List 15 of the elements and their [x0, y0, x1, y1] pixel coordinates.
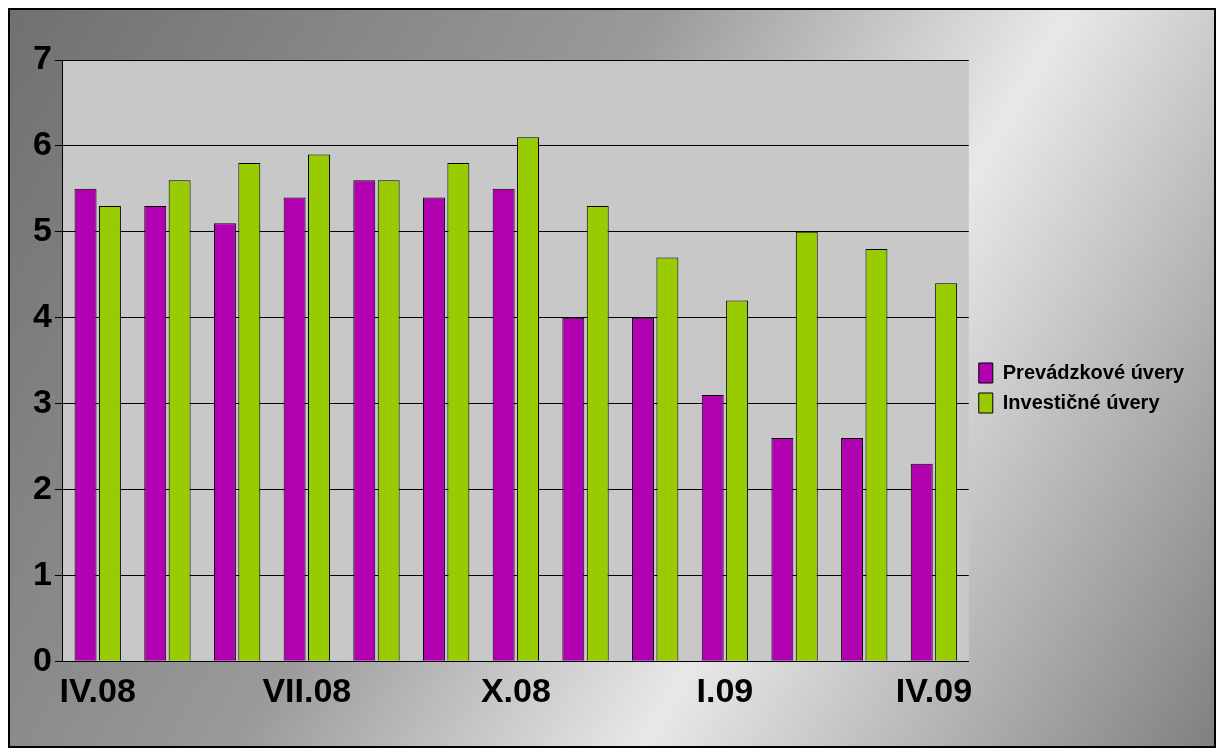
- y-tick-label: 0: [32, 639, 52, 678]
- y-tick-label: 2: [32, 467, 52, 506]
- y-tick-label: 5: [32, 210, 52, 249]
- y-tick-label: 6: [32, 124, 52, 163]
- y-tick-label: 1: [32, 553, 52, 592]
- x-tick-label: VII.08: [262, 670, 352, 709]
- y-tick-label: 7: [32, 38, 52, 77]
- x-tick-label: X.08: [480, 670, 551, 709]
- x-tick-label: IV.08: [59, 670, 136, 709]
- y-tick-label: 4: [32, 296, 52, 335]
- x-tick-label: IV.09: [895, 670, 973, 709]
- y-tick-label: 3: [32, 381, 52, 420]
- legend-label: Prevádzkové úvery: [1002, 360, 1185, 383]
- x-tick-label: I.09: [696, 670, 754, 709]
- legend-label: Investičné úvery: [1002, 390, 1161, 413]
